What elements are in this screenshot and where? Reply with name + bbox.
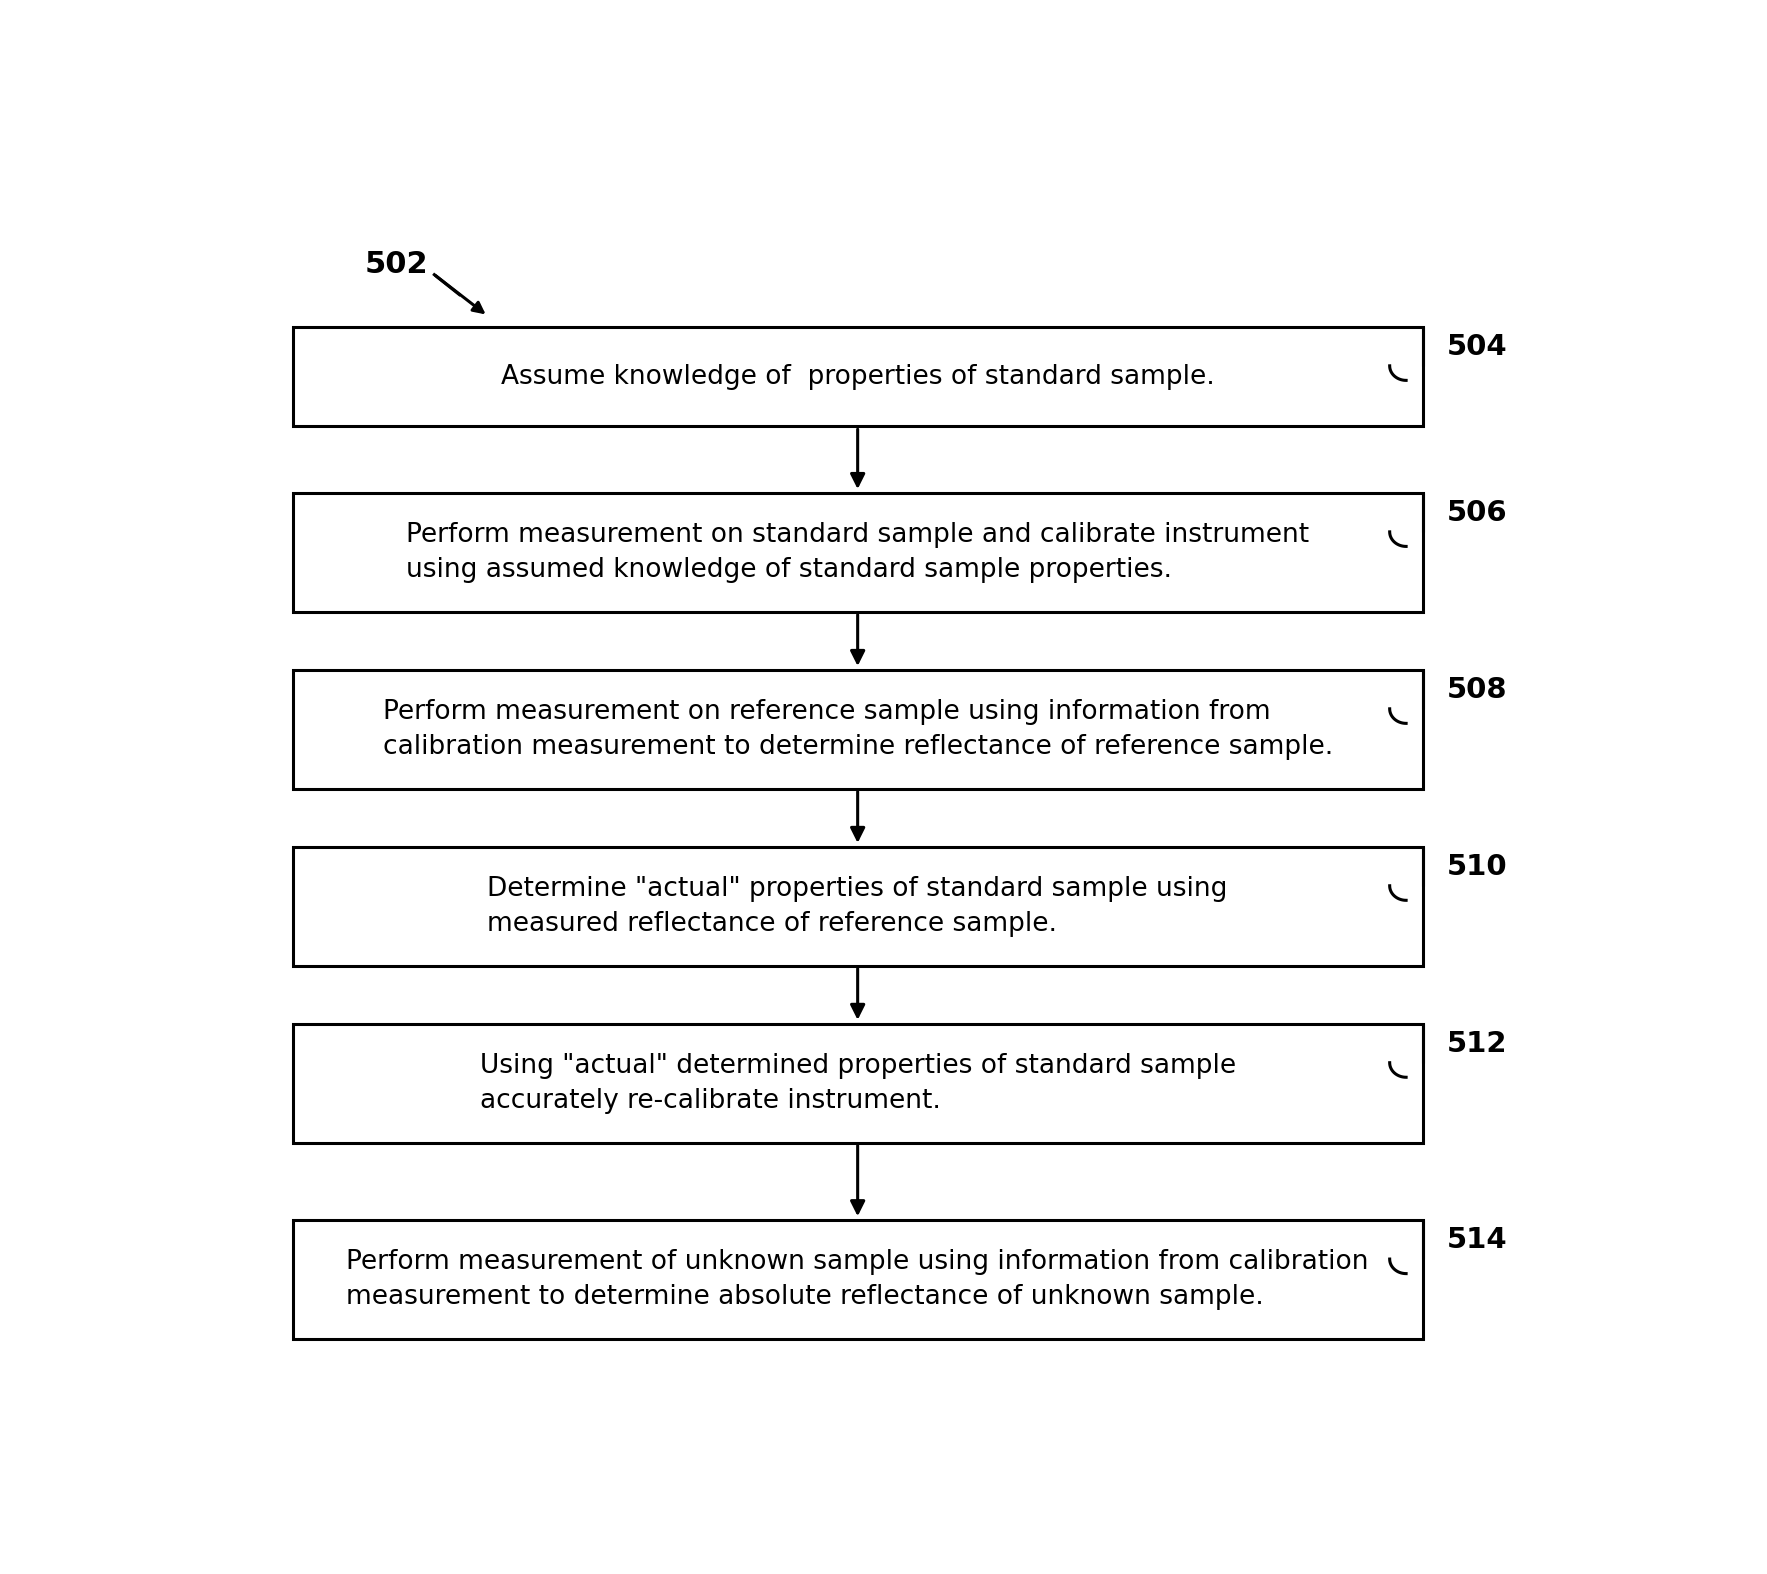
Bar [293, 493, 1422, 612]
Text: 510: 510 [1447, 853, 1507, 881]
Bar [293, 847, 1422, 966]
Bar [293, 1025, 1422, 1143]
Bar [293, 327, 1422, 427]
Text: Perform measurement of unknown sample using information from calibration
measure: Perform measurement of unknown sample us… [346, 1250, 1369, 1310]
Text: Determine "actual" properties of standard sample using
measured reflectance of r: Determine "actual" properties of standar… [488, 875, 1228, 937]
Text: 504: 504 [1447, 334, 1507, 360]
Bar [293, 1220, 1422, 1339]
Text: 512: 512 [1447, 1029, 1507, 1058]
Text: 502: 502 [364, 250, 428, 279]
Text: 506: 506 [1447, 499, 1507, 527]
Text: Assume knowledge of  properties of standard sample.: Assume knowledge of properties of standa… [500, 364, 1214, 390]
Text: Perform measurement on reference sample using information from
calibration measu: Perform measurement on reference sample … [382, 699, 1332, 760]
Bar [293, 671, 1422, 789]
Text: Using "actual" determined properties of standard sample
accurately re-calibrate : Using "actual" determined properties of … [479, 1053, 1235, 1114]
Text: Perform measurement on standard sample and calibrate instrument
using assumed kn: Perform measurement on standard sample a… [406, 523, 1309, 582]
Text: 514: 514 [1447, 1226, 1507, 1254]
Text: 508: 508 [1447, 677, 1507, 704]
